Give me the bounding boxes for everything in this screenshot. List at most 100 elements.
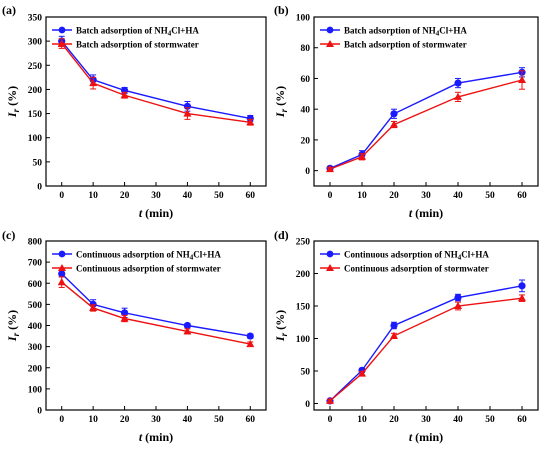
legend-marker <box>326 264 334 271</box>
x-tick-label: 20 <box>389 415 399 425</box>
legend-label: Batch adsorption of NH4Cl+HA <box>344 26 467 38</box>
y-tick-label: 250 <box>296 238 311 248</box>
data-point <box>454 293 462 302</box>
data-point <box>57 277 66 286</box>
data-point <box>390 321 398 330</box>
data-point <box>183 109 192 117</box>
y-tick-label: 0 <box>305 400 310 410</box>
panel-label: (c) <box>2 228 15 242</box>
data-point <box>390 110 398 118</box>
legend-label: Batch adsorption of NH4Cl+HA <box>76 26 199 38</box>
legend-label: Continuous adsorption of stormwater <box>76 264 221 274</box>
x-tick-label: 50 <box>214 415 224 425</box>
y-tick-label: 40 <box>301 106 311 116</box>
x-tick-label: 30 <box>421 191 431 201</box>
data-point <box>120 314 129 322</box>
y-tick-label: 700 <box>28 259 43 269</box>
x-tick-label: 40 <box>183 191 193 201</box>
y-tick-label: 150 <box>296 303 311 313</box>
data-point <box>326 164 334 173</box>
x-tick-label: 10 <box>88 191 98 201</box>
y-axis-label: Ir (%) <box>5 86 21 118</box>
data-point <box>183 321 192 330</box>
data-point <box>390 120 398 128</box>
y-tick-label: 50 <box>33 158 43 168</box>
data-point <box>58 270 66 278</box>
legend: Batch adsorption of NH4Cl+HA Batch adsorp… <box>52 26 199 50</box>
y-tick-label: 600 <box>28 280 43 290</box>
y-tick-label: 0 <box>37 183 42 193</box>
y-tick-label: 50 <box>301 368 311 378</box>
panel-label: (d) <box>274 228 289 242</box>
data-point <box>120 91 129 99</box>
legend-marker <box>326 26 334 34</box>
x-tick-label: 20 <box>389 191 399 201</box>
x-tick-label: 50 <box>485 191 495 201</box>
data-point <box>390 331 398 339</box>
y-tick-label: 300 <box>28 38 43 48</box>
y-tick-label: 100 <box>296 335 311 345</box>
legend-marker <box>326 250 334 258</box>
legend-marker <box>58 250 66 258</box>
y-tick-label: 800 <box>28 238 43 248</box>
y-tick-label: 200 <box>296 270 311 280</box>
y-tick-label: 350 <box>28 14 43 24</box>
x-axis-label: t (min) <box>409 206 443 220</box>
y-axis-label: Ir (%) <box>273 86 289 118</box>
x-tick-label: 60 <box>246 415 256 425</box>
y-tick-label: 20 <box>301 136 311 146</box>
x-tick-label: 60 <box>517 415 527 425</box>
x-tick-label: 60 <box>246 191 256 201</box>
data-point <box>518 294 526 302</box>
legend-label: Batch adsorption of stormwater <box>344 40 467 50</box>
y-tick-label: 400 <box>28 322 43 332</box>
x-tick-label: 10 <box>357 415 367 425</box>
series-line-1 <box>329 285 523 402</box>
chart-panel-3: (c)0 10 20 30 40 50 60010020030040050060070080… <box>2 228 267 444</box>
y-tick-label: 150 <box>28 110 43 120</box>
legend-marker <box>58 40 66 47</box>
y-tick-label: 100 <box>28 385 43 395</box>
data-point <box>358 369 366 377</box>
series-line-2 <box>329 297 523 402</box>
data-point <box>326 396 334 404</box>
legend-label: Continuous adsorption of NH4Cl+HA <box>76 250 221 262</box>
x-tick-label: 30 <box>421 415 431 425</box>
chart-panel-4: (d) 0 10 20 30 40 50 60 0 50 100 150 200 250 t (min) Ir… <box>273 228 539 444</box>
x-tick-label: 20 <box>120 191 130 201</box>
y-tick-label: 200 <box>28 364 43 374</box>
y-tick-label: 200 <box>28 86 43 96</box>
data-point <box>89 303 98 311</box>
x-tick-label: 50 <box>214 191 224 201</box>
series-line-2 <box>61 281 251 345</box>
y-tick-label: 500 <box>28 301 43 311</box>
data-point <box>246 332 254 340</box>
x-axis-label: t (min) <box>139 430 173 444</box>
data-point <box>518 282 526 290</box>
y-tick-label: 0 <box>37 407 42 417</box>
chart-panel-2: (b) 0 10 20 30 40 50 60 0 20 40 60 80 100 t (min) Ir (%… <box>273 3 539 220</box>
y-tick-label: 0 <box>305 167 310 177</box>
data-point <box>518 75 526 83</box>
data-point <box>454 92 462 100</box>
legend-marker <box>58 26 66 34</box>
legend: Continuous adsorption of NH4Cl+HA Continu… <box>52 250 221 274</box>
x-tick-label: 10 <box>88 415 98 425</box>
y-tick-label: 100 <box>28 134 43 144</box>
x-tick-label: 0 <box>328 415 333 425</box>
data-point <box>454 301 462 309</box>
legend: Continuous adsorption of NH4Cl+HA Continu… <box>320 250 489 274</box>
data-point <box>358 152 366 160</box>
x-tick-label: 20 <box>120 415 130 425</box>
x-tick-label: 60 <box>517 191 527 201</box>
y-tick-label: 60 <box>301 75 311 85</box>
legend-marker <box>326 40 334 47</box>
x-tick-label: 40 <box>183 415 193 425</box>
data-point <box>454 79 462 87</box>
y-tick-label: 300 <box>28 343 43 353</box>
y-tick-label: 100 <box>296 14 311 24</box>
data-point <box>246 339 255 348</box>
y-tick-label: 250 <box>28 62 43 72</box>
x-tick-label: 0 <box>59 415 64 425</box>
